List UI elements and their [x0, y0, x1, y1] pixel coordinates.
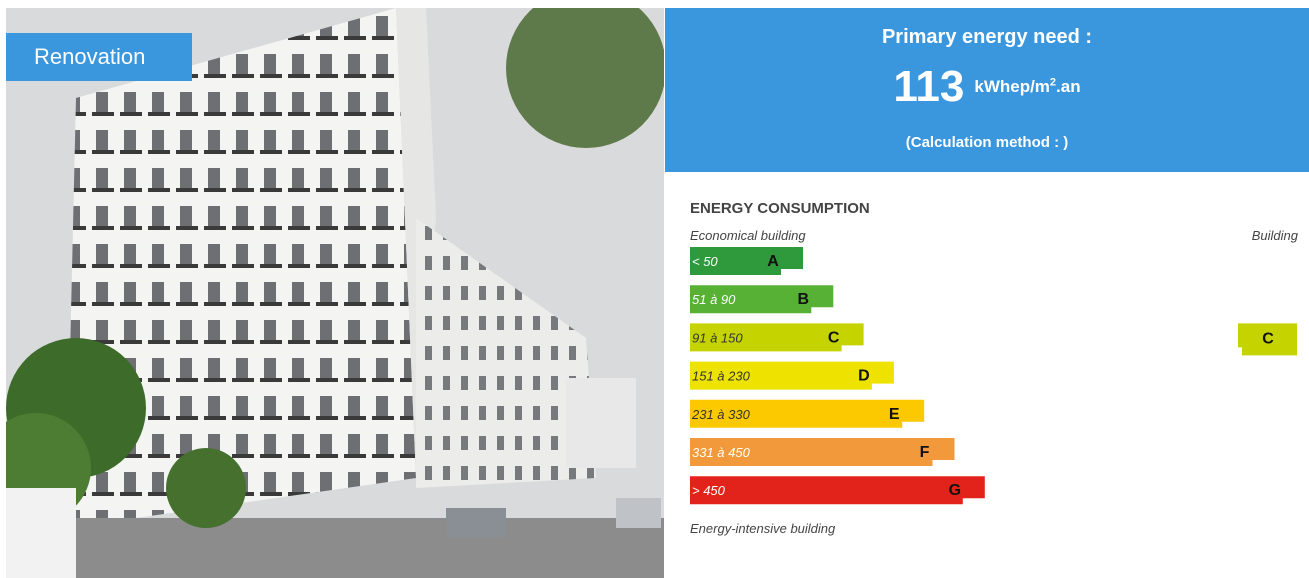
range-label: 151 à 230	[692, 369, 751, 384]
range-label: 91 à 150	[692, 330, 743, 345]
class-letter: F	[920, 444, 930, 461]
current-letter: C	[1262, 330, 1274, 347]
page: Renovation Primary energy need : 113kWhe…	[0, 0, 1309, 578]
class-letter: G	[949, 482, 961, 499]
class-letter: C	[828, 329, 840, 346]
range-label: 51 à 90	[692, 292, 736, 307]
range-label: > 450	[692, 483, 726, 498]
range-label: 331 à 450	[692, 445, 751, 460]
rating-scale: < 50 A 51 à 90 B 91 à 150 C C 151 à 230 D 231 à 3…	[0, 0, 1309, 578]
class-letter: A	[767, 253, 779, 270]
class-letter: E	[889, 406, 900, 423]
rating-bar	[690, 476, 985, 504]
class-letter: B	[798, 291, 810, 308]
range-label: < 50	[692, 254, 718, 269]
range-label: 231 à 330	[691, 407, 751, 422]
class-letter: D	[858, 368, 870, 385]
